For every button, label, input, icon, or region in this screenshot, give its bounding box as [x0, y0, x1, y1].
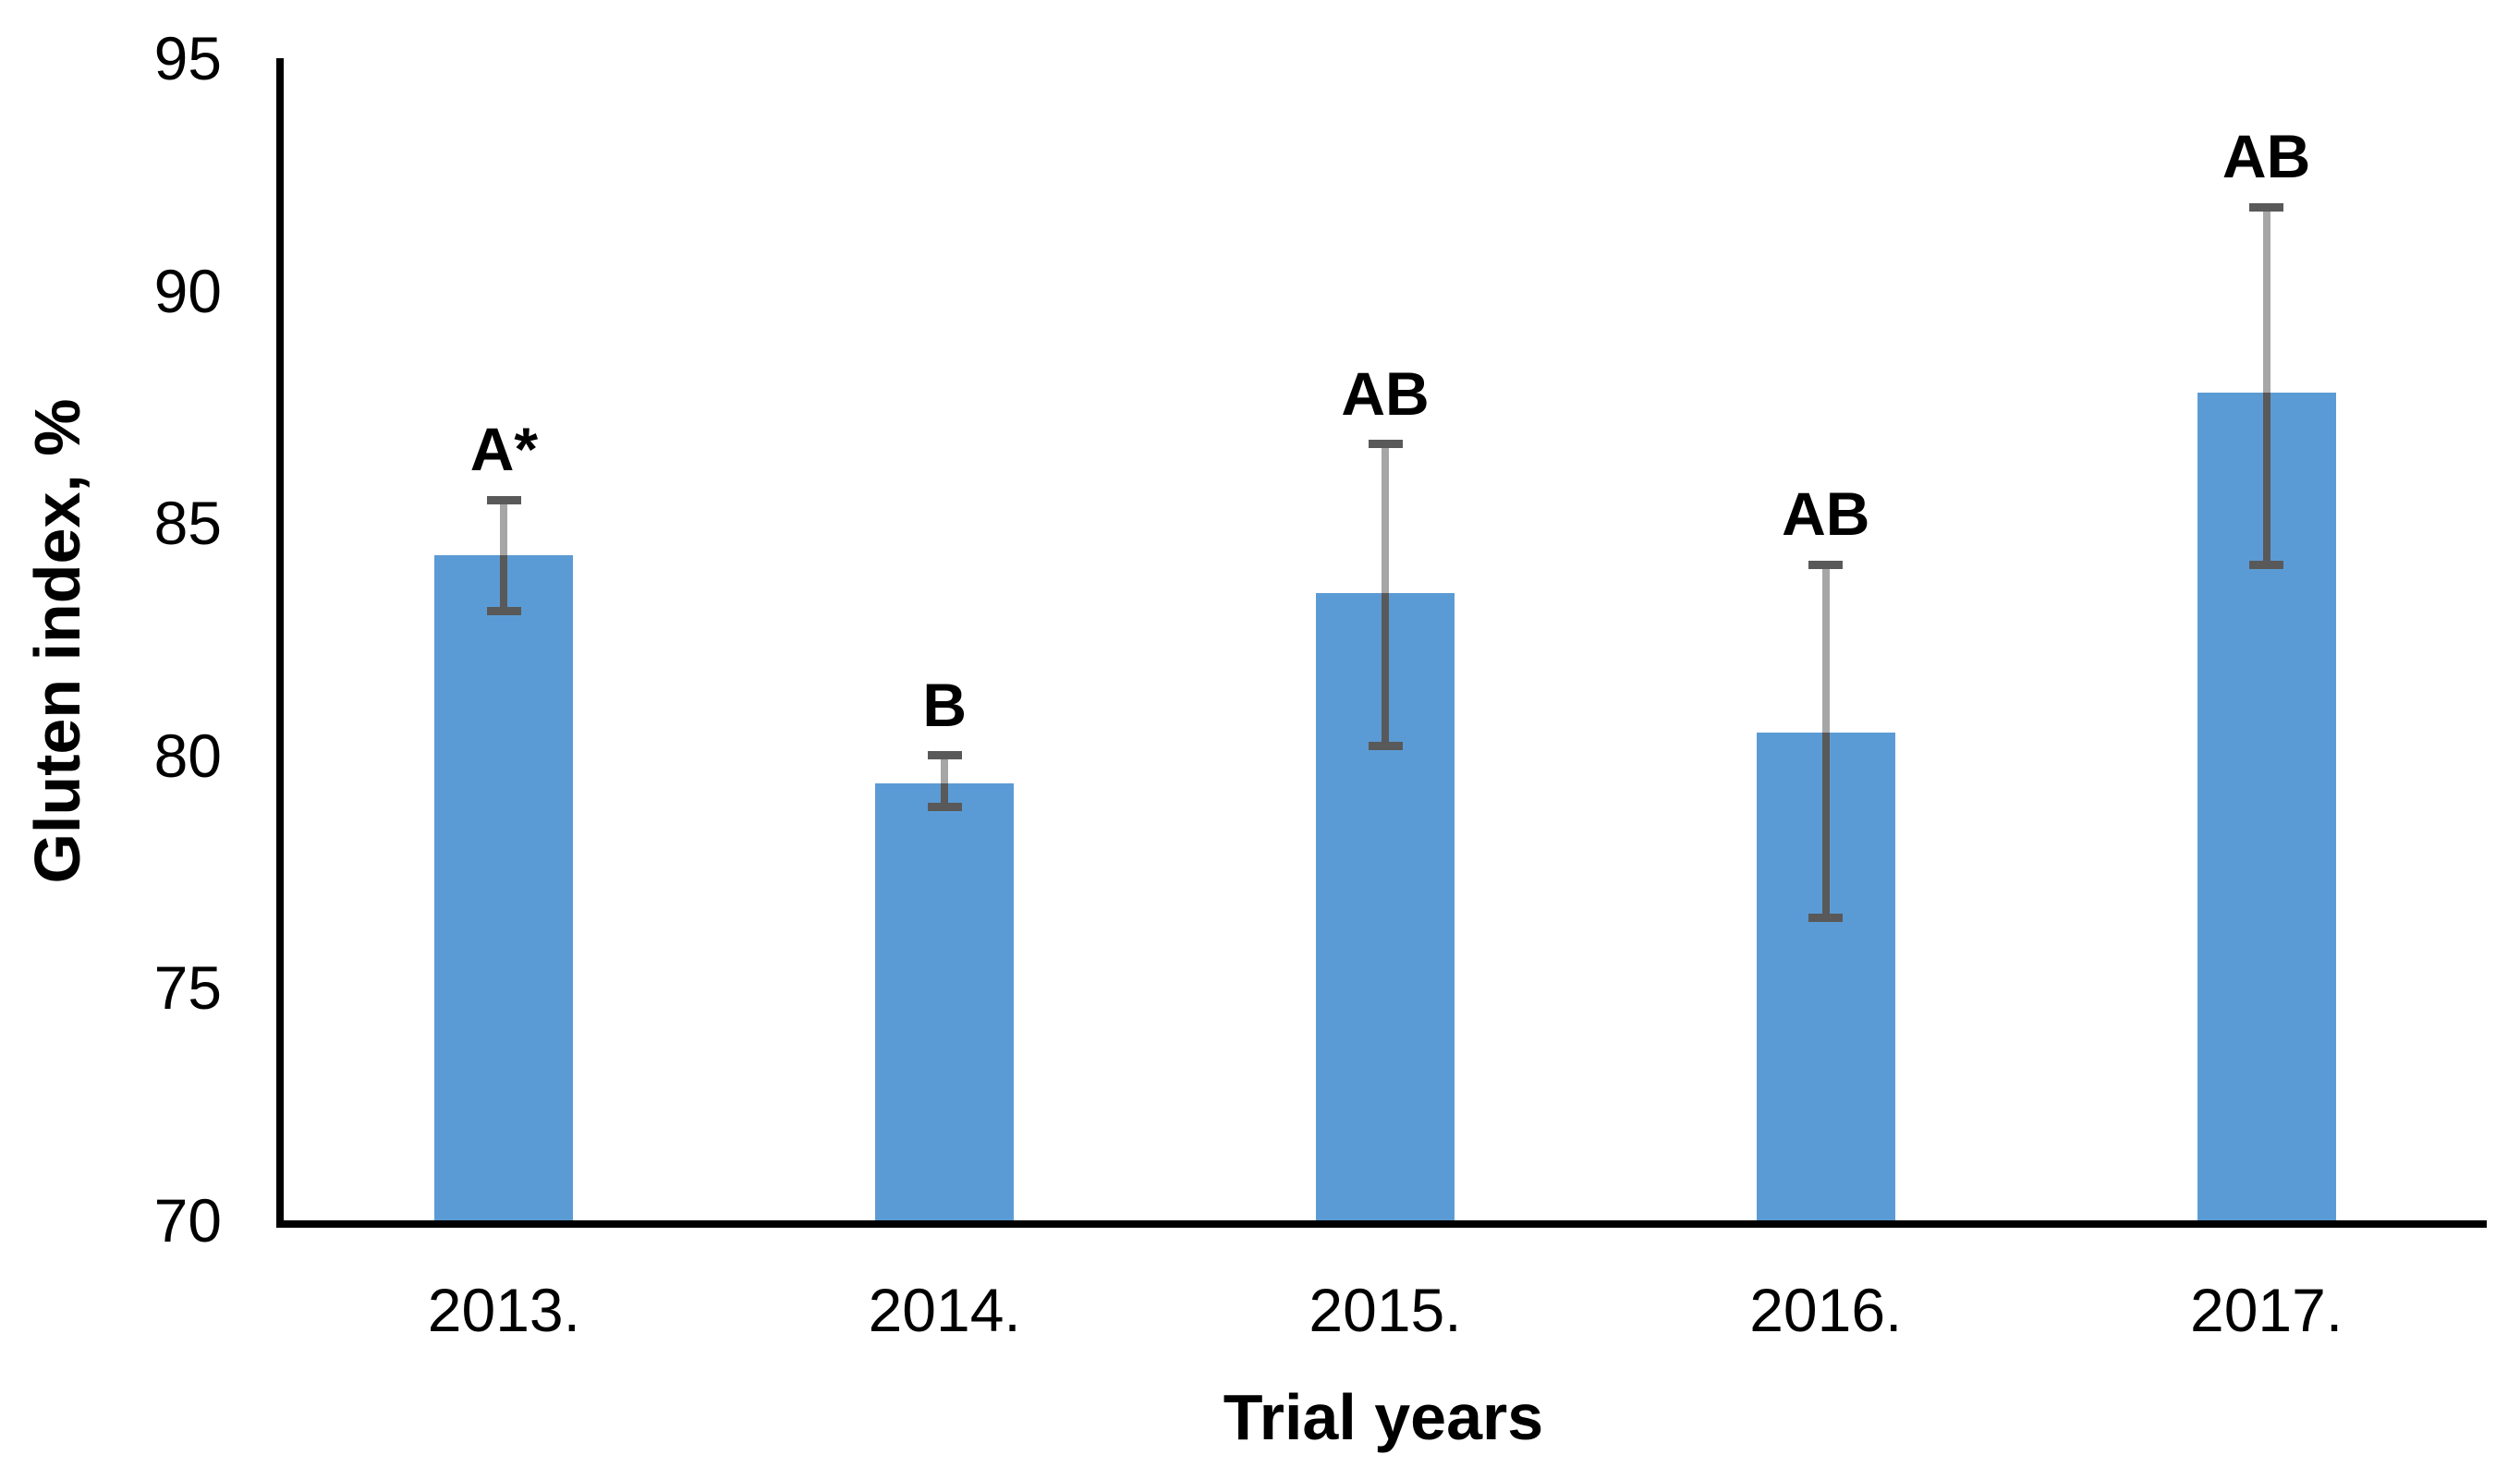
error-bar-lower-stem — [1821, 732, 1830, 918]
y-tick-label: 80 — [153, 721, 222, 790]
error-bar-upper-stem — [500, 500, 508, 556]
error-bar-bottom-cap — [486, 607, 521, 616]
x-tick-label: 2016. — [1749, 1276, 1903, 1344]
significance-label: AB — [2222, 122, 2311, 191]
error-bar-top-cap — [1808, 560, 1844, 569]
error-bar-bottom-cap — [927, 802, 962, 811]
error-bar-top-cap — [486, 495, 521, 504]
x-axis-title: Trial years — [1223, 1381, 1544, 1453]
significance-label: A* — [469, 415, 539, 484]
error-bar-lower-stem — [1382, 592, 1389, 746]
x-tick-label: 2013. — [427, 1276, 580, 1344]
error-bar-lower-stem — [941, 782, 949, 807]
error-bar-top-cap — [2249, 202, 2284, 212]
y-tick-label: 75 — [153, 953, 222, 1023]
bar-2014 — [875, 782, 1015, 1220]
error-bar-upper-stem — [1382, 443, 1389, 593]
y-tick-label: 70 — [153, 1186, 222, 1255]
x-tick-label: 2017. — [2190, 1276, 2343, 1344]
error-bar-bottom-cap — [1808, 914, 1844, 923]
y-tick-label: 95 — [153, 24, 222, 92]
error-bar-upper-stem — [2262, 207, 2270, 394]
error-bar-upper-stem — [941, 755, 949, 783]
y-tick-label: 90 — [153, 256, 222, 325]
error-bar-top-cap — [1368, 440, 1403, 449]
y-tick-label: 85 — [153, 489, 222, 558]
error-bar-lower-stem — [2262, 393, 2270, 565]
bar-2013 — [434, 555, 574, 1220]
error-bar-top-cap — [927, 751, 962, 760]
y-axis-title: Gluten index, % — [21, 398, 93, 884]
x-tick-label: 2014. — [868, 1276, 1021, 1344]
x-tick-label: 2015. — [1309, 1276, 1462, 1344]
error-bar-upper-stem — [1821, 564, 1830, 733]
significance-label: B — [922, 670, 968, 739]
significance-label: AB — [1782, 479, 1870, 549]
significance-label: AB — [1341, 358, 1430, 428]
error-bar-bottom-cap — [1368, 742, 1403, 751]
error-bar-lower-stem — [500, 555, 508, 612]
plot-area — [276, 58, 2487, 1228]
error-bar-bottom-cap — [2249, 560, 2284, 569]
